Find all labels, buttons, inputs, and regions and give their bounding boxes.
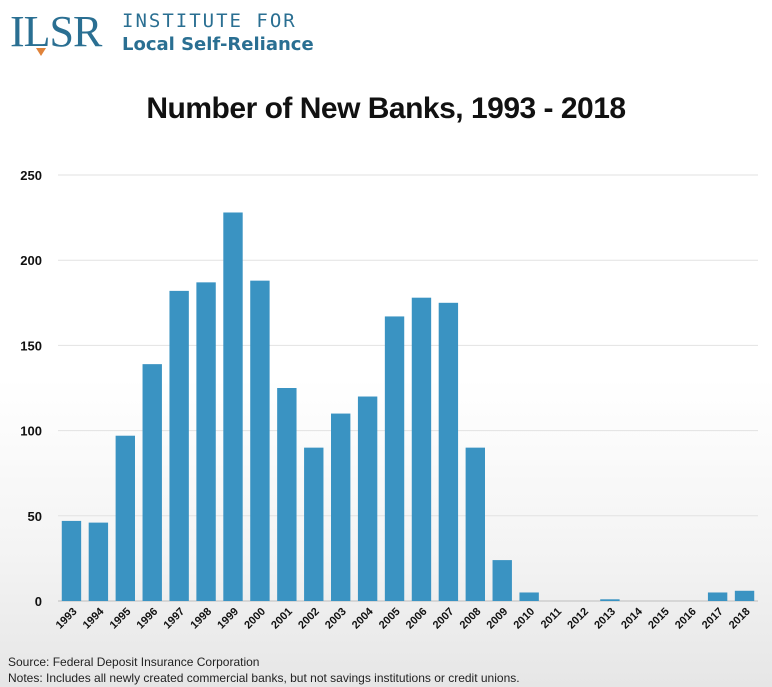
- grid-lines: [58, 174, 758, 602]
- x-tick-label: 2016: [673, 606, 699, 632]
- bar-1999: [223, 212, 243, 601]
- y-tick-label: 100: [20, 424, 42, 439]
- x-tick-label: 1999: [215, 606, 241, 632]
- x-tick-label: 1996: [135, 606, 161, 632]
- logo-triangle-icon: [36, 48, 46, 56]
- bar-2017: [707, 592, 728, 601]
- y-tick-label: 0: [35, 594, 42, 609]
- x-tick-label: 1995: [108, 606, 134, 632]
- x-tick-label: 2014: [619, 605, 645, 631]
- notes-text: Notes: Includes all newly created commer…: [8, 671, 520, 685]
- bar-2018: [734, 590, 755, 601]
- bar-2000: [250, 280, 270, 601]
- bar-2004: [357, 396, 378, 601]
- y-tick-label: 50: [28, 509, 42, 524]
- bar-1993: [61, 520, 82, 601]
- bar-2009: [492, 560, 512, 601]
- x-tick-label: 2008: [458, 606, 484, 632]
- x-tick-label: 1997: [161, 606, 187, 632]
- bar-2013: [600, 599, 620, 601]
- x-tick-label: 2013: [592, 606, 618, 632]
- bar-1996: [142, 364, 162, 601]
- x-tick-label: 2002: [296, 606, 322, 632]
- x-tick-label: 2012: [565, 606, 591, 632]
- bar-2002: [304, 447, 324, 601]
- x-tick-label: 2004: [350, 605, 376, 631]
- x-tick-label: 1998: [188, 606, 214, 632]
- bar-2008: [465, 447, 485, 601]
- logo-mark: ILSR: [10, 7, 102, 56]
- bar-chart: 0 50 100 150 200 250 1993 1994 1995 1996 1997 1998…: [20, 168, 758, 631]
- logo-text-line2: Local Self-Reliance: [122, 34, 314, 55]
- x-tick-label: 2011: [539, 606, 564, 631]
- source-note: Source: Federal Deposit Insurance Corpor…: [8, 655, 260, 669]
- logo-text-line1: INSTITUTE FOR: [122, 10, 297, 32]
- bar-2010: [519, 592, 539, 601]
- x-tick-label: 2003: [323, 606, 349, 632]
- y-tick-label: 200: [20, 253, 42, 268]
- bar-1998: [196, 282, 216, 601]
- x-tick-label: 2010: [511, 606, 537, 632]
- chart-title: Number of New Banks, 1993 - 2018: [146, 92, 626, 125]
- bar-2007: [438, 302, 459, 601]
- x-tick-label: 2006: [404, 606, 430, 632]
- x-tick-label: 2005: [377, 606, 403, 632]
- x-tick-label: 1994: [81, 605, 107, 631]
- y-tick-label: 250: [20, 168, 42, 183]
- y-axis-ticks: 0 50 100 150 200 250: [20, 168, 42, 609]
- bar-1997: [169, 290, 189, 601]
- x-axis-ticks: 1993 1994 1995 1996 1997 1998 1999 2000 2001 2002…: [54, 605, 753, 631]
- bar-1994: [88, 522, 109, 601]
- y-tick-label: 150: [20, 338, 42, 353]
- x-tick-label: 2007: [431, 606, 457, 632]
- bar-2005: [384, 316, 405, 601]
- x-tick-label: 2009: [485, 606, 511, 632]
- x-tick-label: 1993: [54, 606, 80, 632]
- ilsr-logo: ILSR INSTITUTE FOR Local Self-Reliance: [10, 8, 340, 58]
- x-tick-label: 2000: [242, 606, 268, 632]
- x-tick-label: 2017: [700, 606, 726, 632]
- bar-2001: [277, 388, 297, 601]
- bar-1995: [115, 435, 135, 601]
- x-tick-label: 2018: [727, 606, 753, 632]
- bar-2003: [331, 413, 351, 601]
- x-tick-label: 2001: [269, 606, 295, 632]
- bars: [61, 212, 755, 601]
- x-tick-label: 2015: [646, 606, 672, 632]
- bar-2006: [411, 297, 432, 601]
